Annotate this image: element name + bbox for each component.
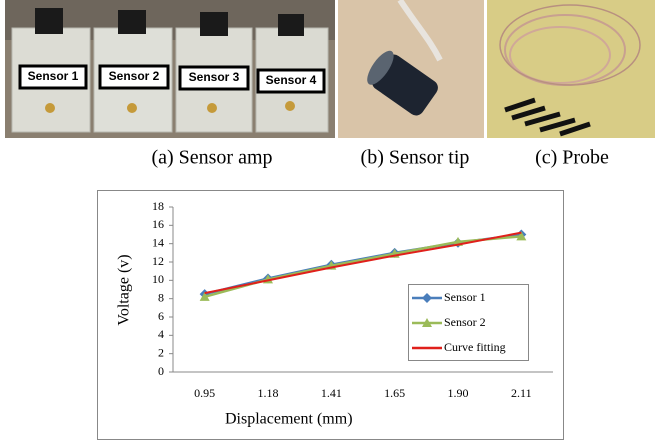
y-tick-label: 2 <box>158 345 164 359</box>
y-axis-label: Voltage (v) <box>116 254 133 325</box>
y-tick-label: 6 <box>158 309 164 323</box>
legend-label: Curve fitting <box>444 340 506 354</box>
sensor-label: Sensor 3 <box>189 70 240 84</box>
sensor-label: Sensor 4 <box>266 73 317 87</box>
x-tick-label: 1.90 <box>448 386 469 400</box>
caption: (a) Sensor amp <box>151 147 272 169</box>
y-tick-label: 4 <box>158 327 164 341</box>
legend-label: Sensor 1 <box>444 290 486 304</box>
x-axis-label: Displacement (mm) <box>225 411 353 428</box>
page: {"photos": {"sensor_labels": ["Sensor 1"… <box>0 0 661 444</box>
x-tick-label: 1.41 <box>321 386 342 400</box>
y-tick-label: 16 <box>152 217 164 231</box>
photo-probe <box>487 0 655 138</box>
figure: Sensor 1 Sensor 2 Sensor 3 Sensor 4 (a) … <box>0 0 661 444</box>
sensor-label: Sensor 2 <box>109 69 160 83</box>
legend-label: Sensor 2 <box>444 315 486 329</box>
photo-sensor-tip <box>338 0 484 138</box>
y-tick-label: 8 <box>158 290 164 304</box>
y-tick-label: 18 <box>152 199 164 213</box>
y-tick-label: 12 <box>152 254 164 268</box>
caption: (b) Sensor tip <box>361 147 470 169</box>
y-tick-label: 14 <box>152 235 164 249</box>
sensor-label: Sensor 1 <box>28 69 79 83</box>
x-tick-label: 1.65 <box>384 386 405 400</box>
y-tick-label: 0 <box>158 364 164 378</box>
x-tick-label: 2.11 <box>511 386 532 400</box>
x-tick-label: 0.95 <box>194 386 215 400</box>
caption: (c) Probe <box>535 147 609 169</box>
y-tick-label: 10 <box>152 272 164 286</box>
x-tick-label: 1.18 <box>258 386 279 400</box>
